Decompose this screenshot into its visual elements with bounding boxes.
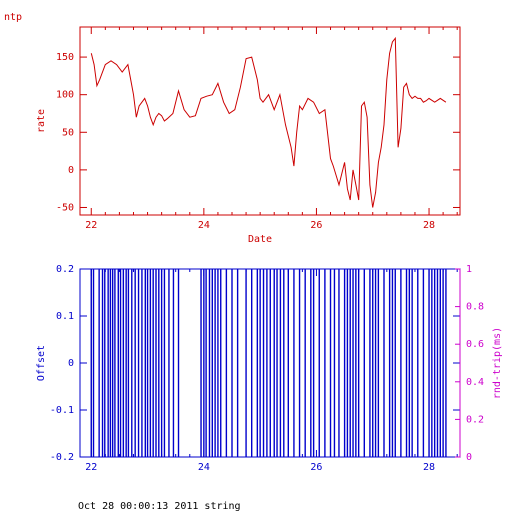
x-tick-label: 28: [423, 220, 435, 231]
y-tick-label: -0.2: [50, 452, 74, 463]
y2-tick-label: 0.6: [466, 339, 484, 350]
x-tick-label: 26: [310, 462, 322, 473]
y-axis-label: rate: [36, 109, 47, 133]
x-tick-label: 24: [198, 462, 210, 473]
y2-tick-label: 0.8: [466, 302, 484, 313]
y-tick-label: 0.1: [56, 311, 74, 322]
y-tick-label: 0.2: [56, 264, 74, 275]
x-tick-label: 26: [310, 220, 322, 231]
y2-tick-label: 0: [466, 452, 472, 463]
rate-series-line: [90, 36, 447, 208]
offset-plot: 22 24 26 28 -0.2 -0.1 0 0.1 0.2 Offset 0 0.2 0.4 0.6 0…: [36, 264, 503, 473]
y-tick-label: 50: [62, 127, 74, 138]
x-tick-label: 24: [198, 220, 210, 231]
y2-axis-label: rnd-trip(ms): [492, 327, 503, 399]
y-axis-label: Offset: [36, 345, 47, 381]
y2-tick-label: 1: [466, 264, 472, 275]
y2-tick-label: 0.2: [466, 414, 484, 425]
x-tick-label: 22: [85, 220, 97, 231]
y-tick-label: 0: [68, 358, 74, 369]
x-axis-label: Date: [248, 234, 272, 245]
y2-tick-label: 0.4: [466, 377, 484, 388]
page-title: ntp: [4, 12, 22, 23]
y-tick-label: -0.1: [50, 405, 74, 416]
y-tick-label: -50: [56, 202, 74, 213]
footer-timestamp: Oct 28 00:00:13 2011 string: [78, 501, 241, 512]
plot-frame: [79, 26, 461, 216]
y-tick-label: 0: [68, 165, 74, 176]
y-tick-label: 150: [56, 52, 74, 63]
rate-plot: 22 24 26 28 -50 0 50 100 150 rate Date: [36, 26, 461, 245]
y-tick-label: 100: [56, 90, 74, 101]
x-tick-label: 28: [423, 462, 435, 473]
x-tick-label: 22: [85, 462, 97, 473]
